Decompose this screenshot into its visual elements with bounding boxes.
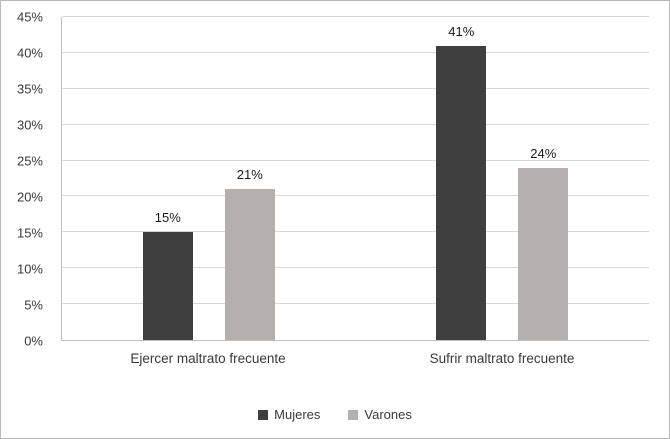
bar-varones: 21% (224, 167, 275, 340)
bar-value-label: 21% (236, 167, 263, 183)
gridline (62, 123, 649, 125)
bar-value-label: 24% (530, 145, 557, 161)
gridline (62, 195, 649, 197)
gridline (62, 159, 649, 161)
legend: Mujeres Varones (1, 407, 669, 422)
gridline (62, 51, 649, 53)
y-axis-label: 0% (24, 333, 43, 349)
y-axis-label: 10% (16, 261, 43, 277)
gridline (62, 267, 649, 269)
y-axis-label: 30% (16, 117, 43, 133)
y-axis-label: 25% (16, 153, 43, 169)
category-label: Ejercer maltrato frecuente (130, 351, 286, 366)
y-axis: 0% 5% 10% 15% 20% 25% 30% 35% 40% 45% (1, 10, 47, 349)
y-axis-label: 35% (16, 81, 43, 97)
gridline (62, 87, 649, 89)
y-axis-label: 45% (16, 9, 43, 25)
bar-mujeres: 15% (142, 210, 193, 340)
legend-item-varones: Varones (348, 407, 412, 422)
y-axis-label: 5% (24, 297, 43, 313)
gridline (62, 231, 649, 233)
bar-mujeres: 41% (436, 24, 487, 340)
legend-label: Mujeres (274, 407, 321, 422)
bar-group: 15% 21% (142, 17, 275, 340)
legend-swatch-icon (348, 409, 359, 420)
y-axis-label: 15% (16, 225, 43, 241)
plot-area: 15% 21% 41% 24% (61, 16, 649, 341)
gridline (62, 303, 649, 305)
legend-label: Varones (364, 407, 412, 422)
y-axis-label: 40% (16, 45, 43, 61)
bar-group: 41% 24% (436, 17, 569, 340)
category-axis: Ejercer maltrato frecuente Sufrir maltrat… (61, 349, 649, 369)
y-axis-label: 20% (16, 189, 43, 205)
legend-swatch-icon (258, 409, 269, 420)
legend-item-mujeres: Mujeres (258, 407, 320, 422)
bar-value-label: 15% (154, 210, 181, 226)
gridline (62, 16, 649, 17)
bar-value-label: 41% (448, 23, 475, 39)
category-label: Sufrir maltrato frecuente (429, 351, 575, 366)
bar-varones: 24% (518, 146, 569, 340)
